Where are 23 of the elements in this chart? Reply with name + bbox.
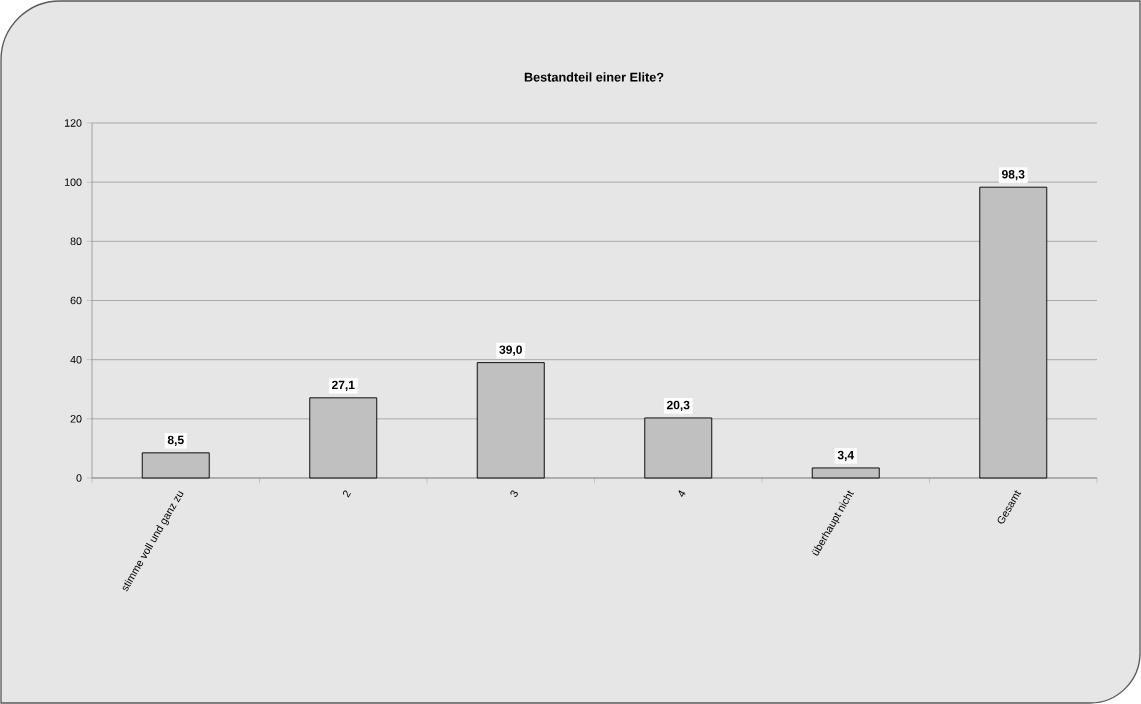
y-tick-label: 100 xyxy=(64,178,82,186)
x-tick-label: 2 xyxy=(342,490,351,498)
y-tick-label: 40 xyxy=(70,355,82,364)
x-tick-label: 3 xyxy=(510,490,518,497)
y-tick-label: 60 xyxy=(70,296,82,305)
x-tick-label: 4 xyxy=(678,490,686,497)
bar xyxy=(644,417,713,479)
bar xyxy=(811,467,880,479)
bar xyxy=(979,186,1048,479)
bar xyxy=(476,362,545,479)
data-label: 98,3 xyxy=(1002,170,1025,181)
bar xyxy=(141,452,210,479)
data-label: 3,4 xyxy=(837,450,855,462)
chart-title: Bestandteil einer Elite? xyxy=(524,72,664,82)
data-label: 20,3 xyxy=(667,400,690,412)
data-label: 39,0 xyxy=(499,345,522,356)
y-tick-label: 120 xyxy=(64,119,82,127)
y-tick-label: 80 xyxy=(70,237,82,246)
y-tick-label: 0 xyxy=(76,474,82,482)
y-tick-label: 20 xyxy=(70,415,82,423)
data-label: 27,1 xyxy=(332,380,355,391)
bar xyxy=(309,397,378,479)
data-label: 8,5 xyxy=(167,435,184,446)
